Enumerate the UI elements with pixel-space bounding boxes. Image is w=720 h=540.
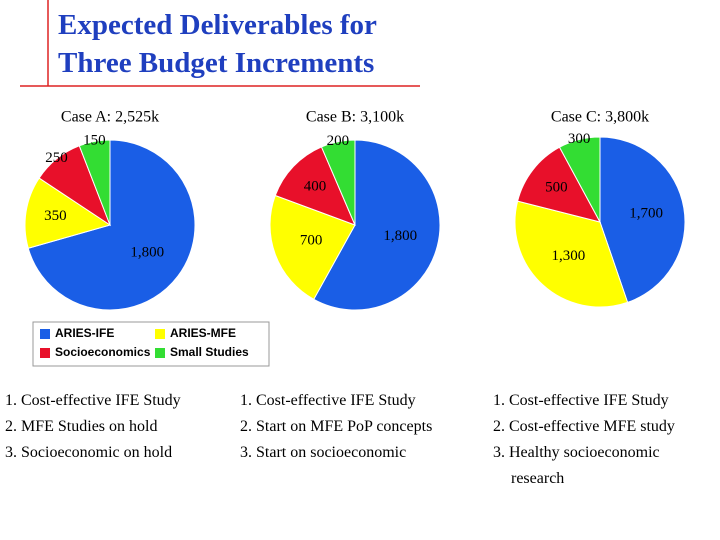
pie-slice [514, 200, 629, 308]
note: 3. Healthy socioeconomic research [493, 444, 660, 487]
legend-label: Small Studies [170, 345, 249, 359]
legend-swatch [155, 348, 165, 358]
pie-slice [320, 139, 356, 226]
pie-slice [27, 139, 196, 311]
value-label: 150 [83, 133, 106, 149]
value-label: 1,700 [629, 206, 663, 222]
value-label: 1,800 [130, 245, 164, 261]
notes: 1. Cost-effective IFE Study 2. Cost-effe… [493, 388, 708, 492]
title: Expected Deliverables for Three Budget I… [58, 6, 377, 82]
note: 1. Cost-effective IFE Study [5, 392, 181, 409]
pie-title: Case C: 3,800k [551, 109, 649, 126]
legend-label: ARIES-MFE [170, 326, 236, 340]
value-label: 700 [300, 233, 323, 249]
legend-swatch [40, 348, 50, 358]
pie-slice [313, 139, 441, 311]
note: 3. Socioeconomic on hold [5, 444, 173, 461]
value-label: 200 [327, 133, 350, 149]
title-line: Expected Deliverables for [58, 9, 377, 41]
note: 1. Cost-effective IFE Study [493, 392, 669, 409]
pie-slice [24, 177, 112, 249]
legend-swatch [155, 329, 165, 339]
note: 1. Cost-effective IFE Study [240, 392, 416, 409]
note: 2. Cost-effective MFE study [493, 418, 675, 435]
pie-title: Case A: 2,525k [61, 109, 159, 126]
pie-slice [558, 136, 601, 223]
value-label: 500 [545, 180, 568, 196]
value-label: 350 [44, 208, 67, 224]
value-label: 300 [568, 131, 591, 147]
pie-slice [78, 139, 111, 226]
title-line: Three Budget Increments [58, 47, 375, 79]
pie-slice [516, 146, 601, 223]
value-label: 1,300 [551, 248, 585, 264]
pie-title: Case B: 3,100k [306, 109, 404, 126]
pie-slice [599, 136, 686, 304]
note: 2. Start on MFE PoP concepts [240, 418, 433, 435]
notes: 1. Cost-effective IFE Study 2. Start on … [240, 388, 465, 466]
notes: 1. Cost-effective IFE Study 2. MFE Studi… [5, 388, 230, 466]
value-label: 400 [304, 178, 327, 194]
note: 3. Start on socioeconomic [240, 444, 407, 461]
legend-box [32, 321, 270, 367]
legend-swatch [40, 329, 50, 339]
note: 2. MFE Studies on hold [5, 418, 158, 435]
legend-label: Socioeconomics [55, 345, 151, 359]
value-label: 1,800 [383, 228, 417, 244]
pie-slice [274, 146, 356, 226]
pie-slice [269, 194, 356, 300]
value-label: 250 [45, 150, 68, 166]
legend-label: ARIES-IFE [55, 326, 114, 340]
